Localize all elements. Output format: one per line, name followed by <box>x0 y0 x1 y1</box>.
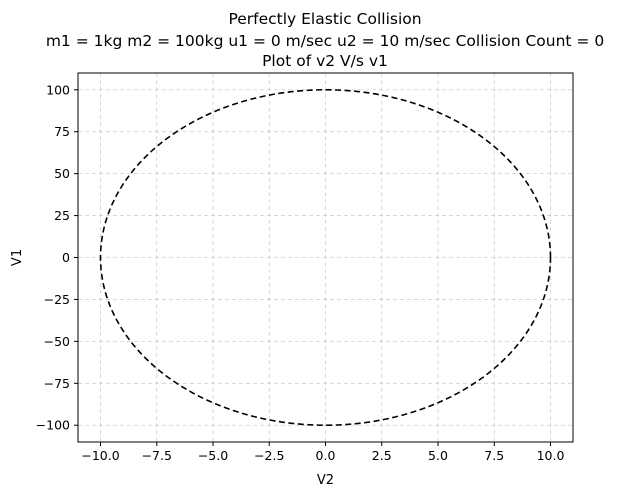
chart-title: Perfectly Elastic Collision m1 = 1kg m2 … <box>46 10 604 70</box>
x-tick-label: 2.5 <box>372 448 392 463</box>
axis-ticks: −10.0 −7.5 −5.0 −2.5 0.0 2.5 5.0 7.5 10.0 −100 −75… <box>36 82 565 463</box>
y-axis-label: V1 <box>10 249 25 266</box>
y-tick-label: 0 <box>62 250 70 265</box>
y-tick-label: −25 <box>44 292 70 307</box>
y-tick-label: 100 <box>46 82 70 97</box>
x-tick-label: −2.5 <box>254 448 284 463</box>
x-tick-label: 10.0 <box>537 448 565 463</box>
chart-title-line-1: Perfectly Elastic Collision <box>228 10 421 28</box>
y-tick-label: 50 <box>54 166 70 181</box>
y-tick-label: −75 <box>44 376 70 391</box>
chart-title-line-2: m1 = 1kg m2 = 100kg u1 = 0 m/sec u2 = 10… <box>46 32 604 50</box>
x-tick-label: 0.0 <box>316 448 336 463</box>
x-tick-label: −7.5 <box>142 448 172 463</box>
grid-lines <box>78 73 573 442</box>
series-layer <box>99 88 552 427</box>
chart-title-line-3: Plot of v2 V/s v1 <box>262 52 388 70</box>
series-ellipse-line <box>99 88 552 427</box>
x-tick-label: 7.5 <box>484 448 504 463</box>
x-tick-label: −10.0 <box>81 448 119 463</box>
x-tick-label: −5.0 <box>198 448 228 463</box>
x-tick-label: 5.0 <box>428 448 448 463</box>
y-tick-label: 25 <box>54 208 70 223</box>
y-tick-label: −100 <box>36 418 70 433</box>
y-tick-label: 75 <box>54 124 70 139</box>
x-axis-label: V2 <box>317 473 334 488</box>
y-tick-label: −50 <box>44 334 70 349</box>
